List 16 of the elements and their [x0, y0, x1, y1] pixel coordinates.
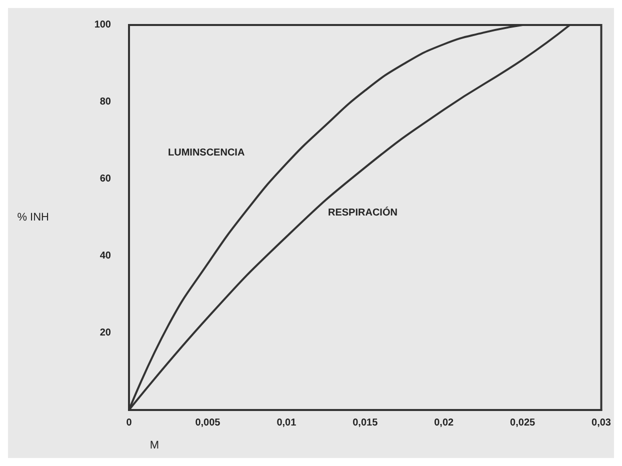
x-tick-label: 0,025 [510, 418, 536, 428]
x-tick-label: 0,005 [195, 418, 221, 428]
x-tick-label: 0 [126, 418, 132, 428]
y-tick-label: 60 [100, 174, 112, 184]
x-tick-label: 0,015 [352, 418, 378, 428]
x-tick-label: 0,03 [592, 418, 612, 428]
y-tick-label: 100 [94, 20, 112, 30]
x-tick-label: 0,01 [276, 418, 297, 428]
y-tick-label: 80 [100, 96, 112, 108]
annotation: RESPIRACIÓN [328, 206, 398, 218]
y-tick-label: 40 [100, 250, 112, 262]
y-tick-label: 20 [100, 328, 112, 338]
x-tick-label: 0,02 [434, 418, 454, 428]
y-axis-title: % INH [17, 212, 50, 224]
x-axis-title: M [150, 440, 159, 452]
annotation: LUMINSCENCIA [168, 148, 245, 158]
